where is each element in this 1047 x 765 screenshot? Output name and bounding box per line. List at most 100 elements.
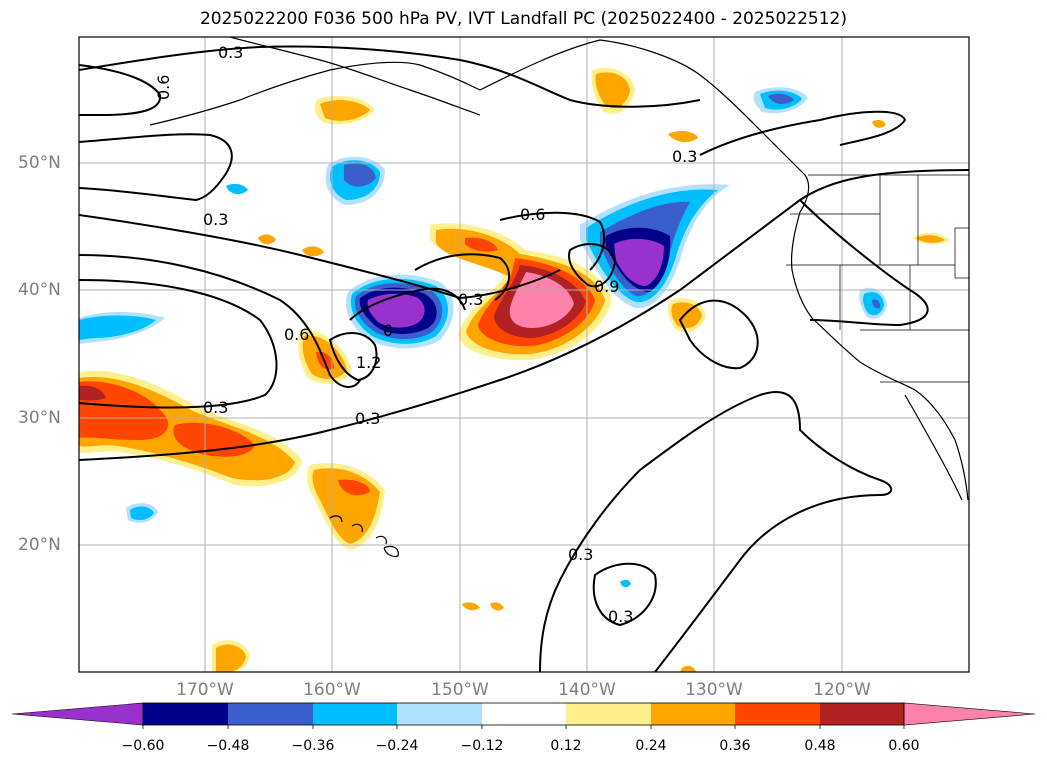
us-west-coast	[790, 211, 969, 501]
colorbar-tick-label: −0.60	[121, 738, 165, 754]
pv-contour	[592, 562, 657, 627]
gridlines	[79, 37, 969, 672]
pv-contour	[414, 253, 510, 301]
contour-label: 1.2	[356, 353, 381, 372]
colorbar-segment	[11, 702, 144, 726]
negative-anomaly	[344, 163, 376, 187]
pv-contour	[328, 332, 378, 382]
colorbar-tick-label: 0.12	[550, 738, 582, 754]
contour-label: 0.3	[355, 409, 380, 428]
colorbar-segment	[735, 703, 820, 725]
pv-contour	[799, 199, 929, 327]
positive-anomaly	[258, 234, 276, 245]
positive-anomaly	[216, 644, 246, 672]
negative-anomaly	[620, 579, 631, 588]
lon-label: 170°W	[176, 680, 234, 700]
colorbar-segment	[482, 703, 566, 725]
contour-label: 0.3	[458, 290, 483, 309]
colorbar-tick-label: 0.36	[719, 738, 751, 754]
lat-label: 40°N	[18, 280, 61, 300]
positive-anomaly	[338, 479, 370, 496]
colorbar-segment	[143, 703, 228, 725]
lon-label: 140°W	[558, 680, 616, 700]
colorbar-segment	[820, 703, 904, 725]
positive-anomaly	[916, 235, 945, 243]
pv-contour	[79, 254, 361, 388]
colorbar-segment	[903, 702, 1036, 726]
coastlines	[149, 37, 969, 558]
contour-label-group: 0.3 0.6 0.3 0.3 0.3 0.6 0.3 0.9 0 1.2 0.…	[154, 43, 697, 626]
negative-anomaly	[130, 506, 154, 521]
lat-label: 30°N	[18, 408, 61, 428]
contour-label: 0.3	[203, 398, 228, 417]
contour-label: 0.6	[284, 325, 309, 344]
positive-anomaly	[671, 302, 702, 329]
lon-label: 160°W	[303, 680, 361, 700]
lon-label: 120°W	[813, 680, 871, 700]
pv-contour	[79, 169, 969, 461]
contour-label: 0.3	[608, 607, 633, 626]
contour-label: 0.6	[154, 75, 173, 100]
map-layers	[79, 37, 969, 672]
colorbar-segment	[651, 703, 735, 725]
contour-label: 0.9	[594, 277, 619, 296]
pv-contour	[79, 279, 278, 409]
negative-anomaly	[226, 183, 248, 195]
positive-anomaly	[465, 237, 498, 252]
contour-label: 0.3	[568, 545, 593, 564]
contour-label: 0.3	[203, 210, 228, 229]
pv-contour	[79, 64, 162, 116]
negative-anomaly	[768, 93, 794, 105]
contour-label: 0	[383, 321, 393, 340]
pv-contour	[539, 390, 893, 672]
state-borders	[786, 174, 969, 383]
colorbar-tick-label: −0.48	[206, 738, 250, 754]
positive-anomaly	[680, 665, 696, 672]
negative-anomaly	[79, 315, 156, 340]
positive-anomaly	[872, 119, 886, 128]
colorbar-segment	[566, 703, 651, 725]
pv-contour	[499, 211, 606, 271]
lat-label: 50°N	[18, 153, 61, 173]
colorbar-segment	[397, 703, 482, 725]
alaska-coast	[479, 39, 810, 213]
pv-contour	[79, 214, 561, 300]
pv-contour	[79, 133, 233, 202]
positive-anomaly	[595, 72, 630, 109]
colorbar-outline	[142, 702, 905, 726]
positive-anomaly	[490, 602, 504, 611]
contour-label: 0.3	[218, 43, 243, 62]
positive-anomaly	[462, 602, 480, 611]
colorbar	[11, 702, 1036, 729]
positive-anomaly	[302, 246, 324, 257]
colorbar-tick-label: −0.24	[375, 738, 419, 754]
colorbar-tick-label: 0.60	[888, 738, 920, 754]
contour-label: 0.3	[672, 147, 697, 166]
colorbar-segment	[228, 703, 313, 725]
positive-anomaly	[509, 272, 574, 328]
pv-contours	[79, 45, 969, 672]
contour-label: 0.6	[520, 205, 545, 224]
lon-label: 130°W	[685, 680, 743, 700]
colorbar-tick-label: −0.36	[291, 738, 335, 754]
colorbar-tick-label: 0.24	[635, 738, 667, 754]
pv-contour	[349, 287, 466, 321]
lat-label: 20°N	[18, 535, 61, 555]
hawaii	[329, 515, 399, 558]
colorbar-tick-label: −0.12	[460, 738, 504, 754]
negative-anomaly	[367, 293, 425, 328]
colorbar-segment	[313, 703, 397, 725]
colorbar-tick-label: 0.48	[804, 738, 836, 754]
pv-contour	[678, 299, 759, 370]
figure-title: 2025022200 F036 500 hPa PV, IVT Landfall…	[199, 9, 847, 29]
baja-coast	[904, 394, 963, 501]
positive-anomaly	[79, 385, 106, 401]
pv-contour	[699, 110, 907, 156]
lon-label: 150°W	[431, 680, 489, 700]
alaska-coast	[149, 61, 481, 126]
alaska-coast	[229, 37, 481, 116]
shaded-anomalies	[79, 68, 950, 672]
positive-anomaly	[668, 131, 698, 143]
negative-anomaly	[614, 238, 664, 286]
